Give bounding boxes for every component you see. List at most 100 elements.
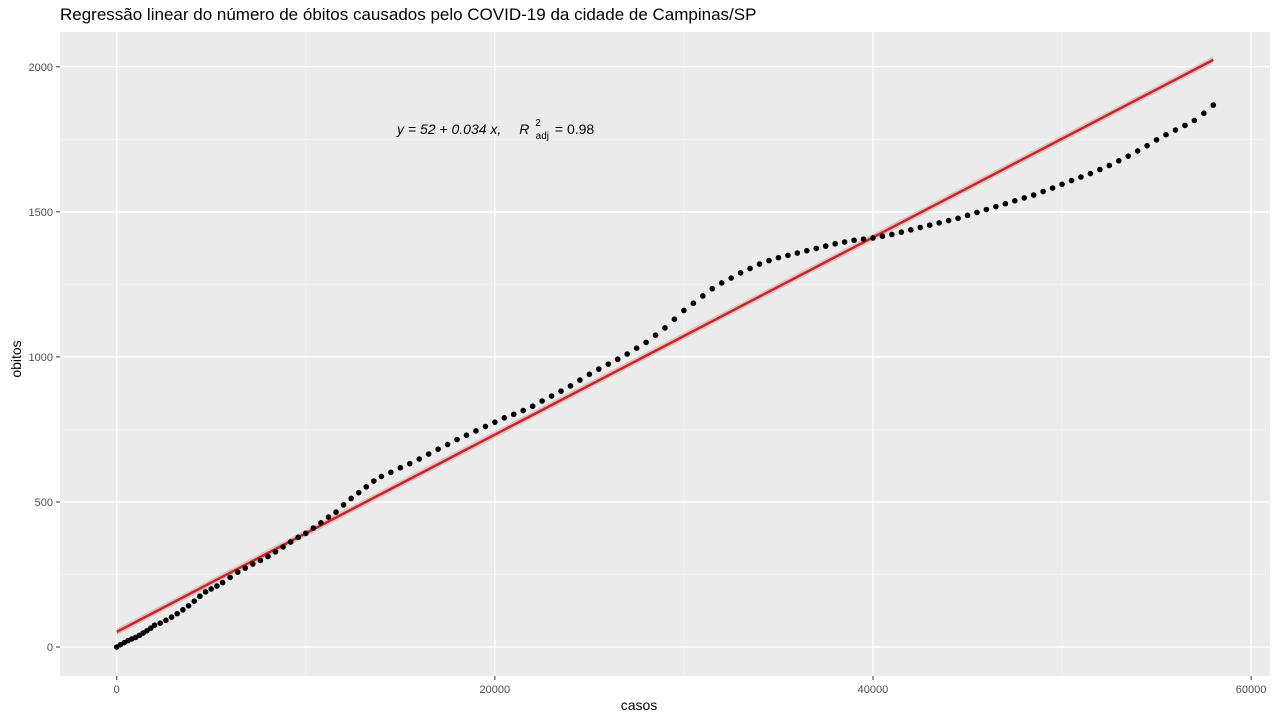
data-point <box>174 610 181 617</box>
data-point <box>718 280 725 286</box>
data-point <box>586 371 593 378</box>
data-point <box>168 614 175 620</box>
data-point <box>208 586 215 592</box>
data-point <box>219 579 226 586</box>
data-point <box>596 366 602 372</box>
regression-equation: y = 52 + 0.034 x, R 2 adj = 0.98 <box>396 113 594 142</box>
data-point <box>813 245 820 252</box>
y-axis-label: obitos <box>8 340 24 378</box>
data-point <box>907 227 914 233</box>
data-point <box>287 539 294 545</box>
data-point <box>548 393 555 399</box>
data-point <box>1049 185 1056 191</box>
data-point <box>1182 122 1188 129</box>
data-point <box>605 361 612 367</box>
data-point <box>444 441 451 448</box>
data-point <box>1002 200 1009 207</box>
data-point <box>463 432 470 439</box>
data-point <box>917 224 924 231</box>
data-point <box>841 239 848 245</box>
x-tick-label: 20000 <box>480 684 511 696</box>
data-point <box>1030 192 1037 198</box>
data-point <box>272 549 279 555</box>
data-point <box>1115 158 1122 164</box>
data-point <box>388 469 394 476</box>
data-point <box>822 243 829 249</box>
data-point <box>690 300 697 307</box>
x-tick-label: 0 <box>114 684 120 696</box>
data-point <box>371 478 377 484</box>
data-point <box>310 525 317 531</box>
r-squared-symbol: R <box>519 121 529 137</box>
data-point <box>700 293 706 299</box>
data-point <box>1078 174 1084 180</box>
plot-panel <box>60 32 1270 676</box>
data-point <box>234 569 241 575</box>
data-point <box>242 565 249 571</box>
data-point <box>180 607 186 613</box>
data-point <box>577 377 583 383</box>
data-point <box>265 553 271 560</box>
data-point <box>1068 177 1075 184</box>
x-tick-label: 40000 <box>858 684 889 696</box>
r-squared-value: = 0.98 <box>555 121 595 137</box>
x-axis-label: casos <box>620 697 658 713</box>
data-point <box>197 593 203 600</box>
data-point <box>955 215 961 222</box>
data-point <box>728 275 734 281</box>
data-point <box>671 316 678 322</box>
data-point <box>775 254 782 261</box>
data-point <box>898 229 905 235</box>
data-point <box>363 484 370 490</box>
data-point <box>1191 117 1198 124</box>
data-point <box>250 561 256 567</box>
data-point <box>624 351 630 357</box>
data-point <box>202 589 209 595</box>
data-point <box>860 236 867 242</box>
data-point <box>492 419 498 425</box>
y-tick-label: 1500 <box>29 207 53 219</box>
data-point <box>879 233 886 240</box>
data-point <box>333 509 339 515</box>
data-point <box>1210 102 1217 108</box>
data-point <box>191 598 198 604</box>
r-squared-subscript: adj <box>536 131 549 142</box>
data-point <box>501 415 508 421</box>
data-point <box>1172 127 1179 133</box>
data-point <box>747 265 753 272</box>
data-point <box>993 203 999 210</box>
data-point <box>709 285 716 292</box>
data-point <box>964 212 971 219</box>
y-tick-label: 500 <box>35 497 53 509</box>
data-point <box>318 520 324 526</box>
data-point <box>454 436 460 443</box>
data-point <box>295 534 302 541</box>
data-point <box>756 261 763 267</box>
data-point <box>425 451 432 457</box>
data-point <box>529 403 536 410</box>
data-point <box>406 460 413 467</box>
data-point <box>1125 153 1132 159</box>
major-gridlines <box>60 32 1270 676</box>
data-point <box>435 446 441 452</box>
data-point <box>510 411 517 418</box>
data-point <box>1087 170 1094 177</box>
data-point <box>785 252 791 259</box>
data-point <box>633 345 640 351</box>
x-tick-label: 60000 <box>1236 684 1267 696</box>
data-point <box>889 231 895 238</box>
data-point <box>397 464 404 471</box>
data-point <box>643 339 649 346</box>
data-point <box>1021 195 1028 201</box>
data-point <box>147 625 154 631</box>
data-point <box>652 332 659 338</box>
data-point <box>163 617 169 624</box>
data-point <box>1144 142 1150 149</box>
data-point <box>482 423 489 430</box>
minor-gridlines <box>60 32 1270 676</box>
data-point <box>1097 166 1103 173</box>
data-point <box>983 206 990 213</box>
data-point <box>157 620 164 627</box>
y-tick-label: 0 <box>47 642 53 654</box>
